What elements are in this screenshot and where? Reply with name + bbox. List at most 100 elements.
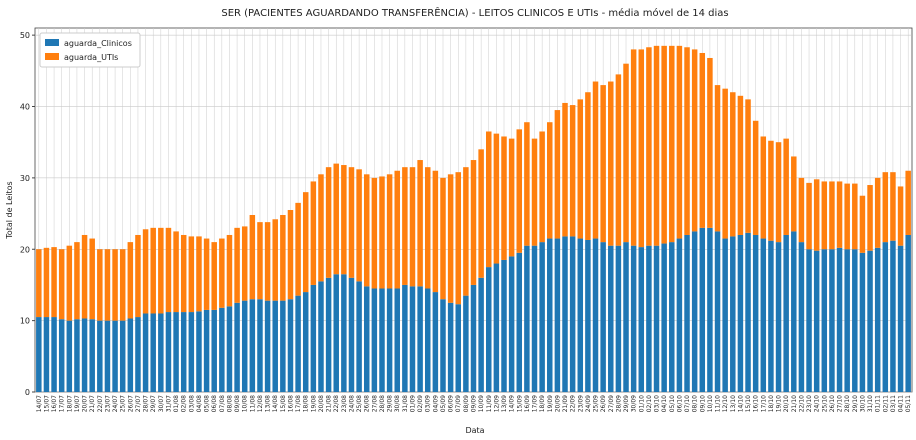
- bar-segment: [455, 172, 461, 305]
- x-tick-label: 24/09: [585, 395, 592, 412]
- bar-segment: [867, 250, 873, 392]
- bar-segment: [104, 249, 111, 321]
- legend-box: [39, 32, 141, 68]
- bar-segment: [264, 222, 271, 301]
- bar-segment: [844, 183, 850, 250]
- bar-segment: [516, 252, 523, 392]
- x-tick-label: 06/09: [448, 395, 455, 412]
- bar-segment: [66, 320, 73, 392]
- bar-segment: [356, 169, 362, 282]
- x-tick-label: 02/09: [417, 395, 424, 412]
- bar-segment: [97, 249, 103, 321]
- bar-segment: [249, 214, 256, 300]
- x-tick-label: 13/08: [265, 395, 272, 412]
- bar-segment: [417, 286, 423, 392]
- bar-segment: [752, 234, 759, 392]
- y-tick-label: 10: [20, 317, 30, 326]
- bar-segment: [371, 288, 378, 392]
- x-tick-label: 25/09: [593, 395, 600, 412]
- bar-segment: [630, 245, 637, 392]
- bar-segment: [142, 229, 149, 314]
- x-tick-label: 27/07: [135, 395, 142, 412]
- bar-segment: [791, 156, 797, 232]
- x-tick-label: 17/09: [532, 395, 539, 412]
- bar-segment: [371, 177, 378, 289]
- bar-segment: [615, 74, 622, 246]
- x-tick-label: 14/07: [36, 395, 43, 412]
- x-tick-label: 18/07: [66, 395, 73, 412]
- x-tick-label: 24/10: [814, 395, 821, 412]
- bar-segment: [356, 281, 362, 392]
- bar-segment: [547, 122, 553, 239]
- bar-segment: [707, 57, 713, 228]
- x-tick-label: 11/10: [715, 395, 722, 412]
- y-tick-label: 20: [20, 245, 30, 254]
- bar-segment: [203, 238, 210, 310]
- bar-segment: [104, 320, 111, 392]
- bar-segment: [684, 234, 690, 392]
- bar-segment: [81, 318, 88, 392]
- bar-segment: [341, 274, 347, 392]
- bar-segment: [562, 102, 568, 237]
- bar-segment: [402, 284, 408, 392]
- bar-segment: [203, 309, 210, 392]
- x-tick-label: 16/10: [753, 395, 760, 412]
- bar-segment: [714, 85, 721, 232]
- x-tick-label: 26/09: [600, 395, 607, 412]
- bar-segment: [432, 292, 439, 392]
- bar-segment: [547, 238, 553, 392]
- bar-segment: [36, 317, 42, 392]
- x-tick-label: 25/10: [821, 395, 828, 412]
- bar-segment: [295, 202, 301, 296]
- bar-segment: [447, 174, 454, 303]
- bar-segment: [539, 131, 545, 243]
- bar-segment: [379, 176, 385, 289]
- bar-segment: [600, 85, 606, 243]
- bar-segment: [325, 167, 332, 278]
- bar-segment: [272, 219, 278, 301]
- x-tick-label: 30/10: [859, 395, 866, 412]
- x-tick-label: 30/08: [394, 395, 401, 412]
- bar-segment: [684, 47, 690, 235]
- x-tick-label: 01/09: [409, 395, 416, 412]
- bar-segment: [585, 92, 591, 240]
- bar-segment: [51, 317, 57, 392]
- bar-segment: [478, 149, 484, 278]
- bar-segment: [241, 226, 248, 301]
- bar-segment: [287, 210, 294, 300]
- bar-segment: [836, 247, 843, 392]
- bar-segment: [386, 174, 393, 289]
- x-tick-label: 29/08: [387, 395, 394, 412]
- bar-segment: [493, 263, 500, 392]
- bar-segment: [821, 249, 828, 392]
- x-tick-label: 11/09: [486, 395, 493, 412]
- x-tick-label: 19/07: [74, 395, 81, 412]
- x-tick-label: 20/08: [318, 395, 325, 412]
- bar-segment: [302, 292, 309, 392]
- bar-segment: [714, 231, 721, 392]
- bar-segment: [424, 288, 431, 392]
- bar-segment: [890, 240, 896, 392]
- bar-segment: [302, 192, 309, 293]
- x-tick-label: 16/08: [287, 395, 294, 412]
- bar-segment: [722, 238, 728, 392]
- x-tick-label: 15/10: [745, 395, 752, 412]
- bar-segment: [135, 317, 141, 392]
- bar-segment: [363, 174, 370, 287]
- legend-swatch: [45, 53, 59, 60]
- bar-segment: [897, 245, 904, 392]
- bar-segment: [577, 99, 584, 239]
- bar-segment: [897, 186, 904, 246]
- bar-segment: [760, 238, 767, 392]
- bar-segment: [798, 242, 805, 392]
- x-tick-label: 26/07: [127, 395, 134, 412]
- bar-segment: [409, 167, 416, 287]
- x-tick-label: 16/07: [51, 395, 58, 412]
- bar-segment: [112, 249, 118, 321]
- x-tick-label: 10/09: [478, 395, 485, 412]
- bar-segment: [188, 312, 195, 392]
- bar-segment: [394, 288, 400, 392]
- x-tick-label: 07/09: [455, 395, 462, 412]
- bar-segment: [745, 99, 751, 233]
- bar-segment: [501, 136, 507, 260]
